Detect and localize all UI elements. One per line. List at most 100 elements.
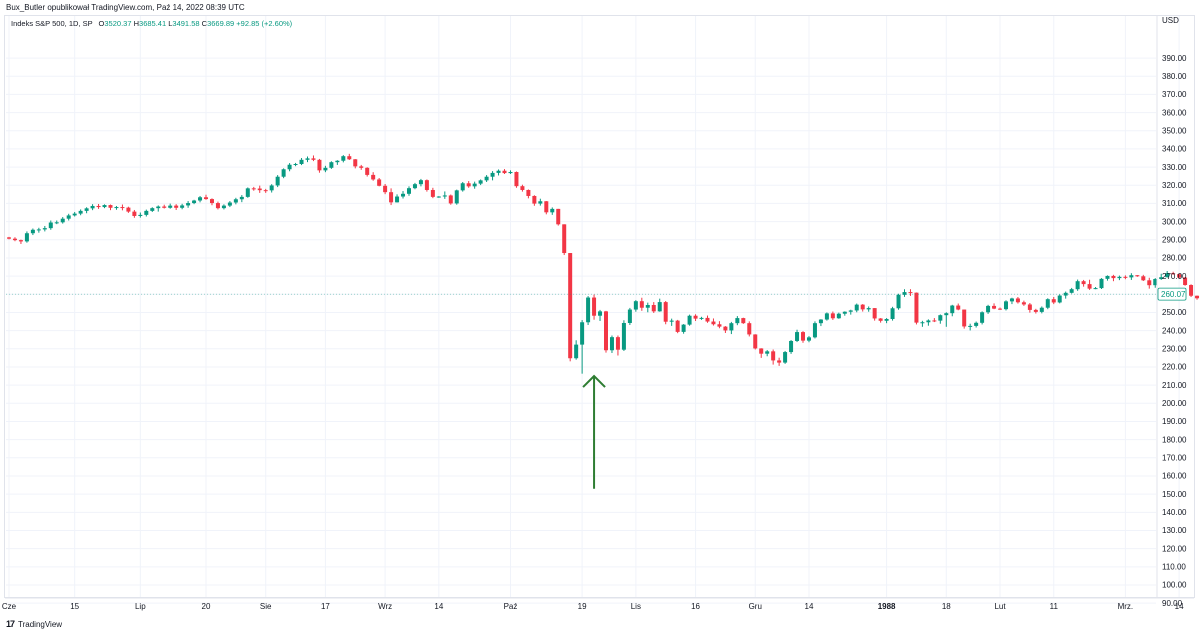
ohlc-legend: Indeks S&P 500, 1D, SP O3520.37 H3685.41… xyxy=(11,19,292,28)
candle-body xyxy=(878,318,883,321)
candle-body xyxy=(412,184,417,189)
candle-body xyxy=(1195,295,1200,299)
candle-body xyxy=(920,322,925,324)
candle-body xyxy=(842,311,847,314)
x-tick-label: Sie xyxy=(260,602,272,611)
candle-body xyxy=(675,320,680,332)
candle-body xyxy=(812,323,817,338)
candle-body xyxy=(66,215,71,219)
arrow-head xyxy=(582,374,606,388)
candle-body xyxy=(681,324,686,332)
candle-body xyxy=(753,334,758,349)
candle-body xyxy=(556,208,561,225)
y-tick-label: 190.00 xyxy=(1162,417,1187,426)
candle-body xyxy=(699,317,704,319)
candle-body xyxy=(884,318,889,321)
candle-body xyxy=(209,199,214,204)
candle-body xyxy=(705,317,710,322)
candle-body xyxy=(980,312,985,323)
candle-body xyxy=(818,319,823,324)
candle-body xyxy=(359,166,364,168)
candle-body xyxy=(245,188,250,197)
candle-body xyxy=(251,188,256,190)
x-tick-label: Gru xyxy=(749,602,762,611)
candle-body xyxy=(72,213,77,216)
candle-body xyxy=(436,196,441,198)
x-tick-label: 14 xyxy=(434,602,443,611)
y-tick-label: 370.00 xyxy=(1162,90,1187,99)
candle-body xyxy=(180,205,185,208)
x-tick-label: 17 xyxy=(321,602,330,611)
candle-body xyxy=(1153,279,1158,286)
y-tick-label: 170.00 xyxy=(1162,454,1187,463)
y-tick-label: 380.00 xyxy=(1162,72,1187,81)
candle-body xyxy=(836,313,841,319)
x-tick-label: Lis xyxy=(631,602,641,611)
x-tick-label: 1988 xyxy=(878,602,896,611)
candle-body xyxy=(1081,281,1086,285)
y-tick-label: 110.00 xyxy=(1162,563,1186,572)
annotation-arrow xyxy=(582,374,606,489)
candle-body xyxy=(389,192,394,203)
candle-body xyxy=(484,176,489,181)
candle-body xyxy=(424,180,429,190)
x-tick-label: 18 xyxy=(942,602,951,611)
candle-body xyxy=(568,253,573,359)
candle-body xyxy=(544,201,549,213)
candle-body xyxy=(132,211,137,216)
candle-body xyxy=(586,297,591,323)
candle-body xyxy=(657,302,662,312)
candle-body xyxy=(615,337,620,350)
candle-body xyxy=(1003,301,1008,310)
candle-body xyxy=(371,174,376,180)
y-tick-label: 340.00 xyxy=(1162,145,1187,154)
candle-body xyxy=(162,206,167,208)
candle-body xyxy=(478,180,483,184)
high-value: 3685.41 xyxy=(139,19,167,28)
y-tick-label: 290.00 xyxy=(1162,235,1187,244)
candle-body xyxy=(592,297,597,316)
candle-body xyxy=(711,321,716,325)
y-tick-label: 320.00 xyxy=(1162,181,1187,190)
candle-body xyxy=(460,183,465,191)
candle-body xyxy=(1093,288,1098,290)
candle-body xyxy=(795,332,800,341)
candle-body xyxy=(1183,277,1188,286)
publisher-header: Bux_Butler opublikował TradingView.com, … xyxy=(6,3,245,12)
candle-body xyxy=(759,348,764,354)
candle-body xyxy=(1177,274,1182,278)
low-label: L xyxy=(168,19,173,28)
candle-body xyxy=(156,206,161,209)
candle-body xyxy=(956,305,961,310)
candle-body xyxy=(1027,304,1032,310)
candle-body xyxy=(908,292,913,294)
candle-body xyxy=(532,195,537,204)
candle-body xyxy=(305,158,310,160)
candle-body xyxy=(239,196,244,200)
candle-body xyxy=(747,323,752,335)
candle-body xyxy=(526,189,531,196)
candle-body xyxy=(902,292,907,295)
candle-body xyxy=(263,190,268,192)
x-tick-label: Lut xyxy=(994,602,1006,611)
candle-body xyxy=(890,308,895,319)
candle-body xyxy=(448,195,453,204)
candle-body xyxy=(1189,285,1194,296)
candle-body xyxy=(221,205,226,209)
candle-body xyxy=(514,171,519,187)
candle-body xyxy=(192,200,197,204)
candle-body xyxy=(1045,299,1050,308)
close-label: C xyxy=(201,19,208,28)
candle-body xyxy=(1021,302,1026,305)
candle-body xyxy=(401,193,406,197)
candle-body xyxy=(783,352,788,363)
candle-body xyxy=(1123,276,1128,278)
candle-body xyxy=(1171,273,1176,275)
candle-body xyxy=(1057,295,1062,303)
candle-body xyxy=(1075,281,1080,290)
candle-body xyxy=(741,318,746,324)
candle-body xyxy=(651,305,656,312)
candle-body xyxy=(580,322,585,345)
candle-body xyxy=(138,214,143,216)
